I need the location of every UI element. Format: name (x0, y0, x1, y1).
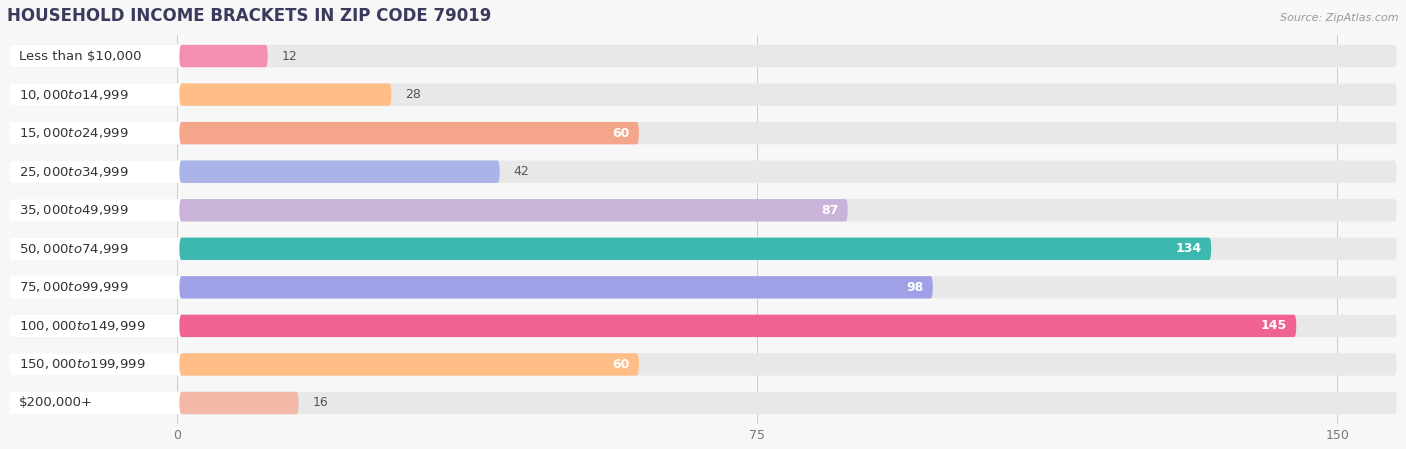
Text: 87: 87 (821, 204, 838, 217)
Text: $25,000 to $34,999: $25,000 to $34,999 (18, 165, 128, 179)
Text: 42: 42 (513, 165, 529, 178)
Text: $15,000 to $24,999: $15,000 to $24,999 (18, 126, 128, 140)
Text: 12: 12 (281, 49, 297, 62)
FancyBboxPatch shape (10, 238, 1396, 260)
FancyBboxPatch shape (10, 122, 1396, 144)
FancyBboxPatch shape (180, 353, 638, 376)
FancyBboxPatch shape (10, 199, 1396, 221)
FancyBboxPatch shape (10, 45, 1396, 67)
Text: 98: 98 (907, 281, 924, 294)
FancyBboxPatch shape (10, 392, 183, 414)
FancyBboxPatch shape (180, 276, 932, 299)
Text: $150,000 to $199,999: $150,000 to $199,999 (18, 357, 145, 371)
Text: $35,000 to $49,999: $35,000 to $49,999 (18, 203, 128, 217)
Text: $100,000 to $149,999: $100,000 to $149,999 (18, 319, 145, 333)
FancyBboxPatch shape (10, 238, 183, 260)
FancyBboxPatch shape (180, 160, 499, 183)
Text: HOUSEHOLD INCOME BRACKETS IN ZIP CODE 79019: HOUSEHOLD INCOME BRACKETS IN ZIP CODE 79… (7, 7, 491, 25)
FancyBboxPatch shape (180, 122, 638, 144)
Text: 145: 145 (1261, 319, 1286, 332)
FancyBboxPatch shape (180, 84, 391, 106)
FancyBboxPatch shape (10, 315, 183, 337)
Text: $200,000+: $200,000+ (18, 396, 93, 409)
FancyBboxPatch shape (180, 315, 1296, 337)
FancyBboxPatch shape (10, 199, 183, 221)
FancyBboxPatch shape (10, 276, 1396, 299)
FancyBboxPatch shape (180, 199, 848, 221)
FancyBboxPatch shape (10, 84, 183, 106)
FancyBboxPatch shape (10, 84, 1396, 106)
FancyBboxPatch shape (10, 353, 183, 376)
FancyBboxPatch shape (10, 160, 1396, 183)
Text: $75,000 to $99,999: $75,000 to $99,999 (18, 280, 128, 295)
Text: 60: 60 (612, 358, 630, 371)
FancyBboxPatch shape (180, 392, 298, 414)
Text: $10,000 to $14,999: $10,000 to $14,999 (18, 88, 128, 101)
FancyBboxPatch shape (180, 238, 1211, 260)
Text: 60: 60 (612, 127, 630, 140)
FancyBboxPatch shape (10, 315, 1396, 337)
Text: $50,000 to $74,999: $50,000 to $74,999 (18, 242, 128, 256)
FancyBboxPatch shape (10, 122, 183, 144)
Text: Less than $10,000: Less than $10,000 (18, 49, 141, 62)
FancyBboxPatch shape (10, 353, 1396, 376)
FancyBboxPatch shape (10, 45, 183, 67)
FancyBboxPatch shape (10, 276, 183, 299)
FancyBboxPatch shape (180, 45, 267, 67)
Text: 28: 28 (405, 88, 422, 101)
Text: 16: 16 (312, 396, 328, 409)
FancyBboxPatch shape (10, 392, 1396, 414)
Text: 134: 134 (1175, 242, 1202, 255)
FancyBboxPatch shape (10, 160, 183, 183)
Text: Source: ZipAtlas.com: Source: ZipAtlas.com (1281, 13, 1399, 23)
